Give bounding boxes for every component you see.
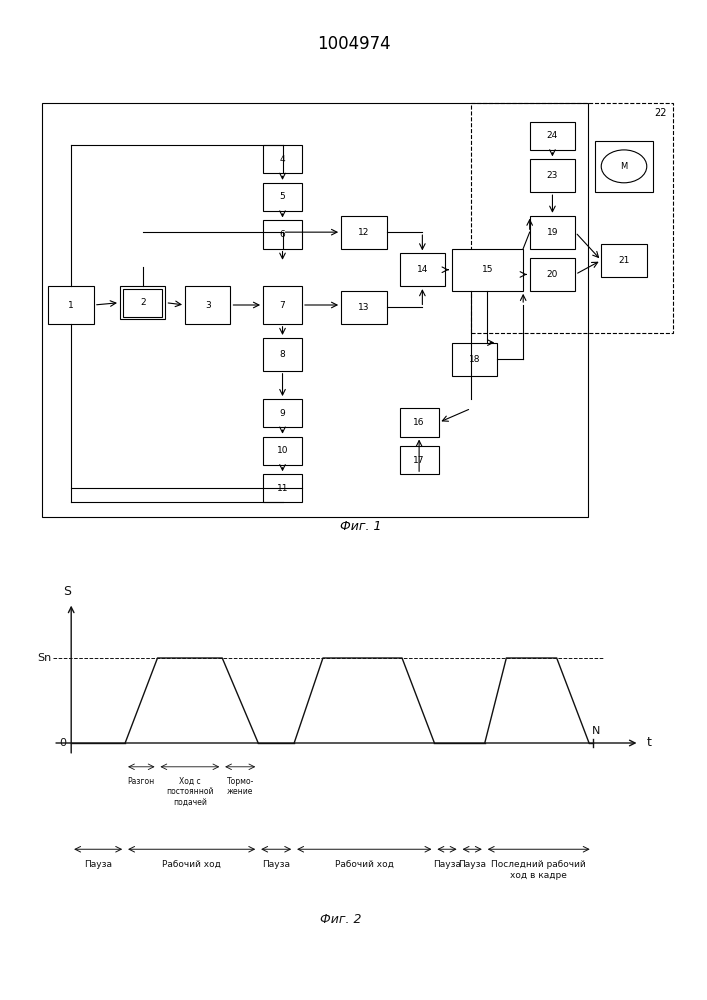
Bar xyxy=(530,216,575,249)
Text: 1004974: 1004974 xyxy=(317,35,390,53)
Bar xyxy=(341,216,387,249)
Text: 21: 21 xyxy=(619,256,630,265)
Text: 1: 1 xyxy=(69,300,74,310)
Text: Разгон: Разгон xyxy=(128,777,155,786)
Text: 16: 16 xyxy=(414,418,425,427)
Bar xyxy=(48,286,94,324)
Bar xyxy=(263,474,302,502)
Text: 12: 12 xyxy=(358,228,370,237)
Text: 10: 10 xyxy=(276,446,288,455)
Text: 5: 5 xyxy=(280,192,286,201)
Text: 20: 20 xyxy=(547,270,558,279)
Text: Sn: Sn xyxy=(37,653,52,663)
Text: 4: 4 xyxy=(280,155,286,164)
Text: 2: 2 xyxy=(140,298,146,307)
Text: Фиг. 1: Фиг. 1 xyxy=(340,520,381,533)
Bar xyxy=(263,338,302,371)
Bar xyxy=(120,286,165,319)
Bar xyxy=(530,159,575,192)
Text: Фиг. 2: Фиг. 2 xyxy=(320,913,362,926)
Text: 0: 0 xyxy=(59,738,66,748)
Text: 14: 14 xyxy=(416,265,428,274)
Text: 18: 18 xyxy=(469,355,480,364)
Text: Последний рабочий
ход в кадре: Последний рабочий ход в кадре xyxy=(491,860,586,880)
Bar xyxy=(42,103,588,516)
Text: 3: 3 xyxy=(205,300,211,310)
Bar xyxy=(399,446,438,474)
Bar xyxy=(601,244,647,277)
Text: 7: 7 xyxy=(280,300,286,310)
Bar xyxy=(530,258,575,291)
Bar xyxy=(263,286,302,324)
Bar xyxy=(452,249,523,291)
Bar xyxy=(595,140,653,192)
Text: 22: 22 xyxy=(654,108,666,118)
Text: Пауза: Пауза xyxy=(262,860,290,869)
Bar xyxy=(530,122,575,150)
Text: 11: 11 xyxy=(276,484,288,493)
Text: Пауза: Пауза xyxy=(458,860,486,869)
Bar xyxy=(452,343,497,375)
Bar xyxy=(263,145,302,173)
Text: t: t xyxy=(647,736,651,750)
Text: 17: 17 xyxy=(414,456,425,465)
Bar xyxy=(341,291,387,324)
Text: Тормо-
жение: Тормо- жение xyxy=(226,777,254,796)
Bar xyxy=(399,253,445,286)
Text: 23: 23 xyxy=(547,171,558,180)
Text: 6: 6 xyxy=(280,230,286,239)
Text: 24: 24 xyxy=(547,131,558,140)
Text: 8: 8 xyxy=(280,350,286,359)
Text: 19: 19 xyxy=(547,228,559,237)
Bar xyxy=(263,437,302,465)
Text: M: M xyxy=(620,162,628,171)
Bar xyxy=(399,408,438,437)
Text: S: S xyxy=(64,585,71,598)
Bar xyxy=(123,289,162,317)
Text: Пауза: Пауза xyxy=(433,860,461,869)
Text: 9: 9 xyxy=(280,409,286,418)
Text: Рабочий ход: Рабочий ход xyxy=(162,860,221,869)
Bar xyxy=(263,399,302,427)
Bar xyxy=(263,183,302,211)
Bar xyxy=(185,286,230,324)
Text: 15: 15 xyxy=(481,265,493,274)
Text: N: N xyxy=(592,726,600,736)
Bar xyxy=(263,220,302,249)
Bar xyxy=(471,103,673,333)
Text: 13: 13 xyxy=(358,303,370,312)
Text: Ход с
постоянной
подачей: Ход с постоянной подачей xyxy=(166,777,214,807)
Text: Пауза: Пауза xyxy=(84,860,112,869)
Text: Рабочий ход: Рабочий ход xyxy=(335,860,394,869)
